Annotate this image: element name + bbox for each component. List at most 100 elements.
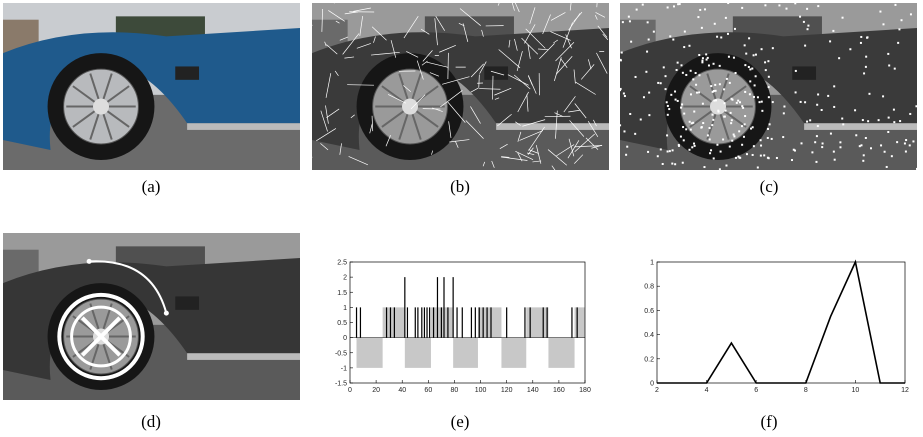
feature-vector [333,3,335,4]
feature-point [727,55,730,58]
feature-vector [554,112,564,117]
feature-point [764,61,767,64]
feature-point [620,58,622,61]
feature-point [880,144,883,147]
feature-vector [595,12,606,18]
feature-vector [369,123,373,134]
feature-vector [312,156,313,159]
bar [404,277,406,338]
feature-point [674,90,677,93]
x-tick-label: 180 [579,387,591,394]
feature-point [701,102,704,105]
y-tick-label: 1.5 [337,290,347,297]
feature-vector [335,20,340,24]
feature-point [758,101,761,104]
feature-vector [556,55,573,75]
feature-point [689,69,692,72]
feature-point [689,93,692,96]
feature-vector [479,61,487,74]
feature-point [735,101,738,104]
feature-point [859,41,862,44]
feature-point [877,119,880,122]
feature-vector [550,12,566,21]
feature-point [642,96,645,99]
feature-point [620,89,622,92]
bar [443,277,445,338]
feature-point [698,91,701,94]
feature-point [760,100,763,103]
feature-point [668,150,671,153]
feature-vector [574,103,587,119]
feature-vector [416,60,424,80]
feature-point [681,71,684,74]
feature-point [734,156,737,159]
vent [792,66,817,80]
feature-point [739,156,742,159]
feature-point [666,104,669,107]
bar [426,307,428,338]
feature-point [712,118,715,121]
feature-point [764,69,767,72]
feature-vector [550,31,571,41]
feature-point [711,124,714,127]
feature-point [697,16,700,19]
feature-vector [390,40,397,58]
feature-point [737,99,740,102]
feature-point [866,36,869,39]
x-tick-label: 6 [754,387,758,394]
feature-point [744,90,747,93]
feature-vector [563,96,576,113]
feature-point [683,112,686,115]
feature-point [733,27,736,30]
feature-point [858,145,861,148]
feature-vector [514,3,520,13]
feature-vector [573,69,576,84]
feature-point [790,159,793,162]
feature-point [908,144,911,147]
feature-point [681,161,684,164]
feature-point [860,35,863,38]
feature-point [832,29,835,32]
feature-vector [528,126,545,151]
feature-point [700,26,703,29]
feature-point [794,3,797,5]
feature-point [699,8,702,11]
y-tick-label: -0.5 [335,350,347,357]
feature-vector [499,143,508,149]
fender-arc [89,260,168,314]
feature-point [909,112,912,115]
y-tick-label: 1 [343,305,347,312]
feature-point [620,87,622,90]
feature-point [648,91,651,94]
bar [529,307,531,338]
feature-point [661,162,664,165]
feature-point [657,81,660,84]
car-body [3,258,300,380]
feature-vector [538,48,549,51]
feature-point [814,141,817,144]
feature-vector [553,39,559,44]
feature-point [738,101,741,104]
feature-point [887,130,890,133]
feature-vector [449,139,470,143]
feature-point [744,115,747,118]
feature-point [752,145,755,148]
feature-point [634,132,637,135]
wheel-ring [70,305,132,368]
feature-vector [348,156,369,166]
feature-vector [431,150,434,155]
y-tick-label: 0 [650,381,654,388]
feature-point [862,159,865,162]
feature-vector [498,49,521,69]
feature-point [646,50,649,53]
feature-point [909,13,912,16]
y-tick-label: 0.6 [644,308,654,315]
bar [452,277,454,338]
feature-vector [527,44,531,60]
bar [456,307,458,338]
feature-vector [421,60,428,66]
feature-vector [519,130,544,141]
bar [542,307,544,338]
feature-point [864,136,867,139]
feature-vector [324,41,327,47]
